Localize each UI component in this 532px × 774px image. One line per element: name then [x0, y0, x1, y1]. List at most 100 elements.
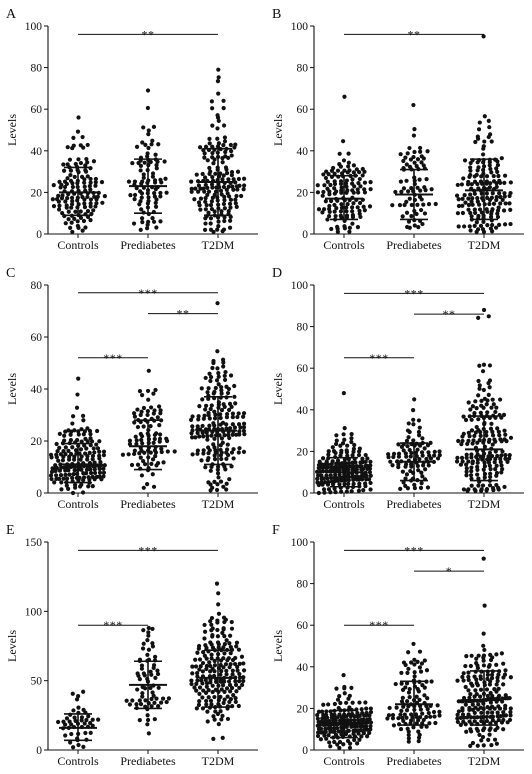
data-point: [79, 427, 84, 432]
data-point: [361, 204, 366, 209]
data-point: [202, 155, 207, 160]
data-point: [62, 184, 68, 190]
data-point: [50, 197, 55, 202]
data-point: [484, 429, 489, 435]
data-point: [216, 591, 221, 596]
data-point: [503, 456, 508, 461]
data-point: [56, 193, 61, 198]
data-point: [361, 731, 366, 736]
data-point: [461, 695, 467, 701]
data-point: [464, 455, 469, 460]
data-point: [319, 473, 324, 478]
data-point: [206, 687, 211, 693]
significance-label: ***: [103, 618, 123, 632]
data-point: [322, 490, 327, 495]
data-point: [477, 120, 482, 125]
data-point: [158, 177, 163, 182]
group-prediabetes: [124, 625, 172, 736]
data-point: [241, 421, 247, 426]
data-point: [508, 706, 513, 711]
data-point: [473, 705, 478, 710]
data-point: [154, 162, 159, 168]
data-point: [455, 211, 461, 216]
data-point: [152, 436, 157, 442]
data-point: [208, 468, 213, 473]
data-point: [226, 407, 232, 413]
data-point: [222, 433, 227, 438]
data-point: [404, 715, 409, 720]
data-point: [409, 202, 414, 208]
data-point: [468, 172, 473, 178]
data-point: [494, 652, 499, 657]
data-point: [411, 408, 416, 413]
data-point: [498, 397, 503, 402]
data-point: [484, 191, 489, 196]
data-point: [494, 184, 499, 189]
data-point: [216, 382, 221, 387]
data-point: [216, 141, 222, 146]
data-point: [230, 668, 235, 673]
data-point: [193, 435, 198, 440]
significance-label: ***: [138, 286, 158, 300]
x-tick-label: Controls: [323, 754, 365, 768]
data-point: [391, 451, 397, 456]
data-point: [81, 418, 86, 423]
data-point: [150, 690, 155, 695]
y-tick-label: 60: [31, 332, 43, 344]
data-point: [470, 740, 476, 746]
data-point: [497, 433, 502, 438]
data-point: [476, 213, 481, 219]
data-point: [190, 664, 195, 669]
data-point: [405, 428, 411, 433]
data-point: [417, 649, 423, 654]
data-point: [478, 705, 483, 710]
panel-label: B: [272, 7, 281, 22]
data-point: [227, 682, 233, 688]
data-point: [342, 691, 347, 696]
data-point: [496, 704, 501, 709]
data-point: [204, 403, 209, 408]
data-point: [508, 713, 513, 718]
data-point: [496, 693, 502, 698]
data-point: [209, 206, 215, 212]
data-point: [208, 221, 213, 226]
data-point: [464, 469, 469, 474]
data-point: [61, 476, 66, 481]
data-point: [477, 386, 482, 391]
data-point: [460, 438, 465, 444]
data-point: [201, 688, 206, 693]
data-point: [55, 449, 60, 454]
data-point: [61, 168, 67, 173]
data-point: [466, 202, 472, 208]
data-point: [232, 425, 238, 430]
data-point: [222, 689, 227, 694]
data-point: [417, 732, 422, 737]
data-point: [197, 434, 202, 439]
y-tick-label: 60: [297, 620, 309, 632]
data-point: [194, 681, 199, 686]
data-point: [211, 736, 216, 742]
data-point: [404, 438, 410, 443]
data-point: [487, 682, 493, 687]
data-point: [194, 706, 199, 711]
data-point: [92, 470, 98, 475]
data-point: [88, 180, 93, 185]
data-point: [203, 144, 209, 149]
data-point: [466, 459, 471, 464]
data-point: [476, 315, 481, 320]
significance-label: **: [443, 307, 456, 321]
data-point: [91, 159, 97, 164]
data-point: [220, 177, 225, 182]
data-point: [404, 199, 409, 205]
data-point: [326, 487, 332, 492]
data-point: [316, 473, 321, 478]
data-point: [487, 385, 492, 390]
data-point: [210, 144, 215, 149]
data-point: [61, 162, 66, 167]
data-point: [403, 451, 408, 456]
data-point: [137, 698, 142, 703]
data-point: [468, 192, 473, 197]
data-point: [417, 425, 422, 430]
data-point: [399, 708, 404, 714]
data-point: [78, 215, 84, 220]
